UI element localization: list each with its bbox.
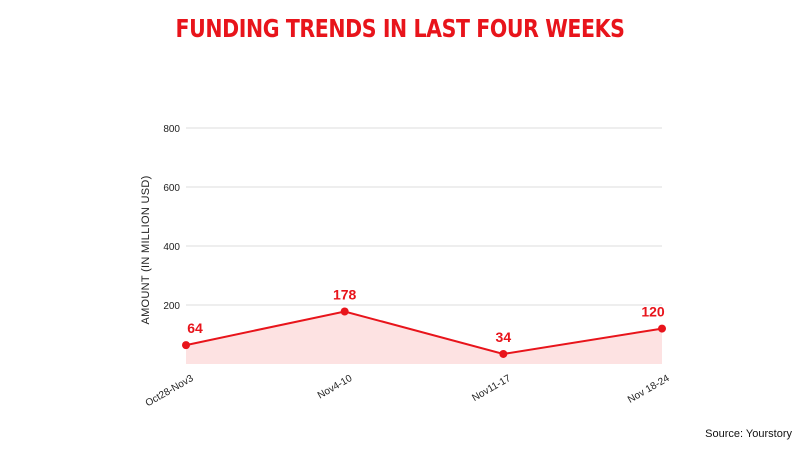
y-tick-label: 400 <box>163 242 180 253</box>
x-tick-label: Nov11-17 <box>470 373 513 404</box>
data-label: 34 <box>496 329 512 345</box>
data-point <box>340 307 349 316</box>
data-label: 178 <box>333 286 357 302</box>
data-labels: 64 178 34 120 <box>187 286 665 344</box>
x-axis-ticks: Oct28-Nov3 Nov4-10 Nov11-17 Nov 18-24 <box>144 373 672 409</box>
data-point <box>499 349 508 358</box>
y-tick-label: 200 <box>163 301 180 312</box>
grid-lines <box>186 127 662 306</box>
y-tick-label: 800 <box>163 124 180 135</box>
series-line <box>185 310 663 355</box>
data-point <box>658 324 666 333</box>
data-points <box>182 307 666 358</box>
y-axis-label: AMOUNT (IN MILLION USD) <box>140 175 152 324</box>
series-area-fill <box>186 311 662 364</box>
chart-title: FUNDING TRENDS IN LAST FOUR WEEKS <box>175 14 625 43</box>
data-label: 120 <box>641 304 665 320</box>
x-tick-label: Nov4-10 <box>316 373 355 402</box>
y-axis-ticks: 200 400 600 800 <box>163 124 180 312</box>
data-label: 64 <box>187 320 203 336</box>
data-point <box>182 341 190 350</box>
x-tick-label: Oct28-Nov3 <box>144 373 196 409</box>
x-tick-label: Nov 18-24 <box>626 373 672 406</box>
source-note: Source: Yourstory <box>705 428 792 440</box>
y-tick-label: 600 <box>163 183 180 194</box>
